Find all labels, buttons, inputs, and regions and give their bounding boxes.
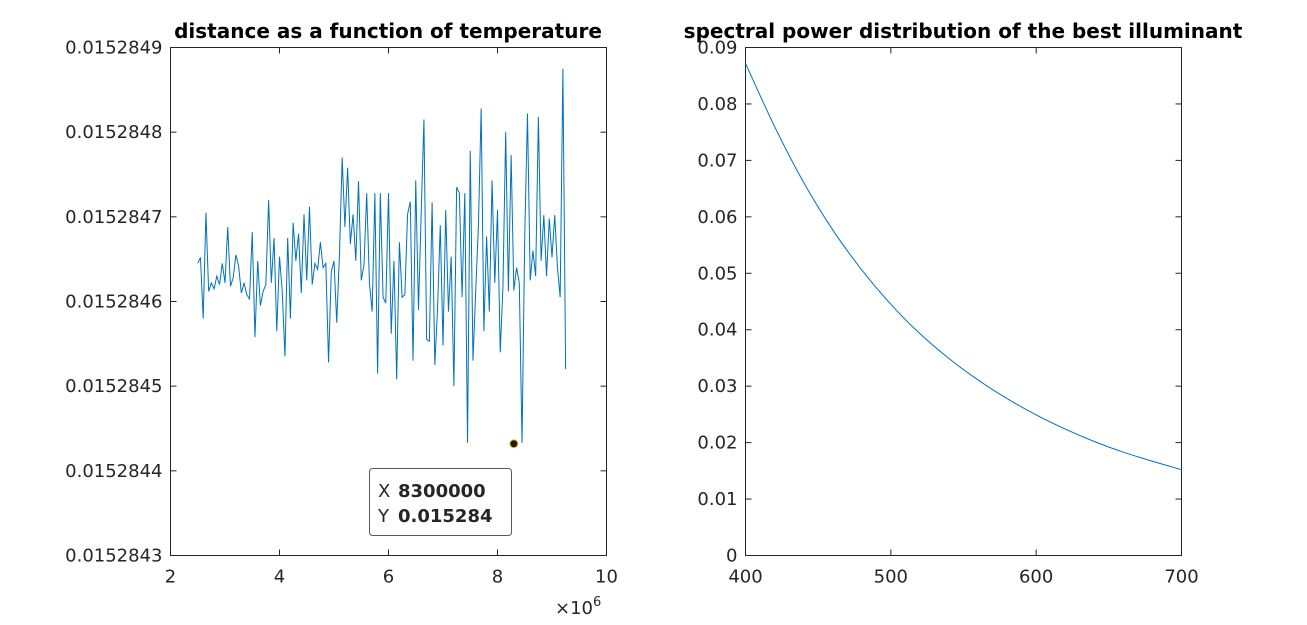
datatip-box[interactable]	[369, 468, 512, 536]
right-x-ticks: 400 500 600 700	[728, 47, 1199, 588]
left-ytick-label: 0.0152849	[65, 38, 162, 59]
datatip-marker[interactable]	[509, 439, 519, 449]
left-ytick-label: 0.0152848	[65, 122, 162, 143]
datatip-x-key: X	[378, 481, 390, 502]
right-ytick-label: 0.04	[697, 320, 737, 341]
right-ytick-label: 0.02	[697, 433, 737, 454]
right-series-line	[745, 63, 1182, 471]
datatip-x-value: 8300000	[398, 481, 486, 502]
right-chart: spectral power distribution of the best …	[684, 19, 1243, 588]
right-ytick-label: 0.06	[697, 207, 737, 228]
right-ytick-label: 0.05	[697, 263, 737, 284]
right-plot-area[interactable]	[745, 47, 1182, 556]
right-y-ticks: 0 0.01 0.02 0.03 0.04 0.05 0.06 0.07 0.08 0.09	[697, 38, 1182, 567]
datatip[interactable]: X 8300000 Y 0.015284	[369, 439, 519, 536]
x-exponent-label: ×106	[555, 595, 601, 619]
left-ytick-label: 0.0152847	[65, 207, 162, 228]
datatip-y-value: 0.015284	[398, 506, 493, 527]
left-series-group	[197, 68, 567, 443]
left-ytick-label: 0.0152845	[65, 376, 162, 397]
left-chart: distance as a function of temperature 0.…	[65, 19, 618, 619]
right-ytick-label: 0	[726, 546, 737, 567]
left-ytick-label: 0.0152843	[65, 546, 162, 567]
right-ytick-label: 0.07	[697, 150, 737, 171]
right-xtick-label: 700	[1164, 567, 1198, 588]
right-xtick-label: 400	[728, 567, 762, 588]
left-chart-title: distance as a function of temperature	[174, 19, 602, 43]
left-x-ticks: 2 4 6 8 10	[165, 47, 618, 588]
left-ytick-label: 0.0152844	[65, 461, 162, 482]
left-xtick-label: 6	[383, 567, 394, 588]
left-xtick-label: 10	[595, 567, 618, 588]
right-series-group	[745, 63, 1182, 471]
right-chart-title: spectral power distribution of the best …	[684, 19, 1243, 43]
right-xtick-label: 600	[1019, 567, 1053, 588]
left-series-line	[197, 68, 567, 443]
right-ytick-label: 0.01	[697, 489, 737, 510]
left-xtick-label: 8	[492, 567, 503, 588]
right-ytick-label: 0.09	[697, 38, 737, 59]
left-ytick-label: 0.0152846	[65, 292, 162, 313]
datatip-y-key: Y	[377, 506, 390, 527]
left-xtick-label: 4	[274, 567, 285, 588]
right-ytick-label: 0.03	[697, 376, 737, 397]
right-ytick-label: 0.08	[697, 94, 737, 115]
left-xtick-label: 2	[165, 567, 176, 588]
left-y-ticks: 0.0152843 0.0152844 0.0152845 0.0152846 0.01…	[65, 38, 607, 567]
right-xtick-label: 500	[874, 567, 908, 588]
